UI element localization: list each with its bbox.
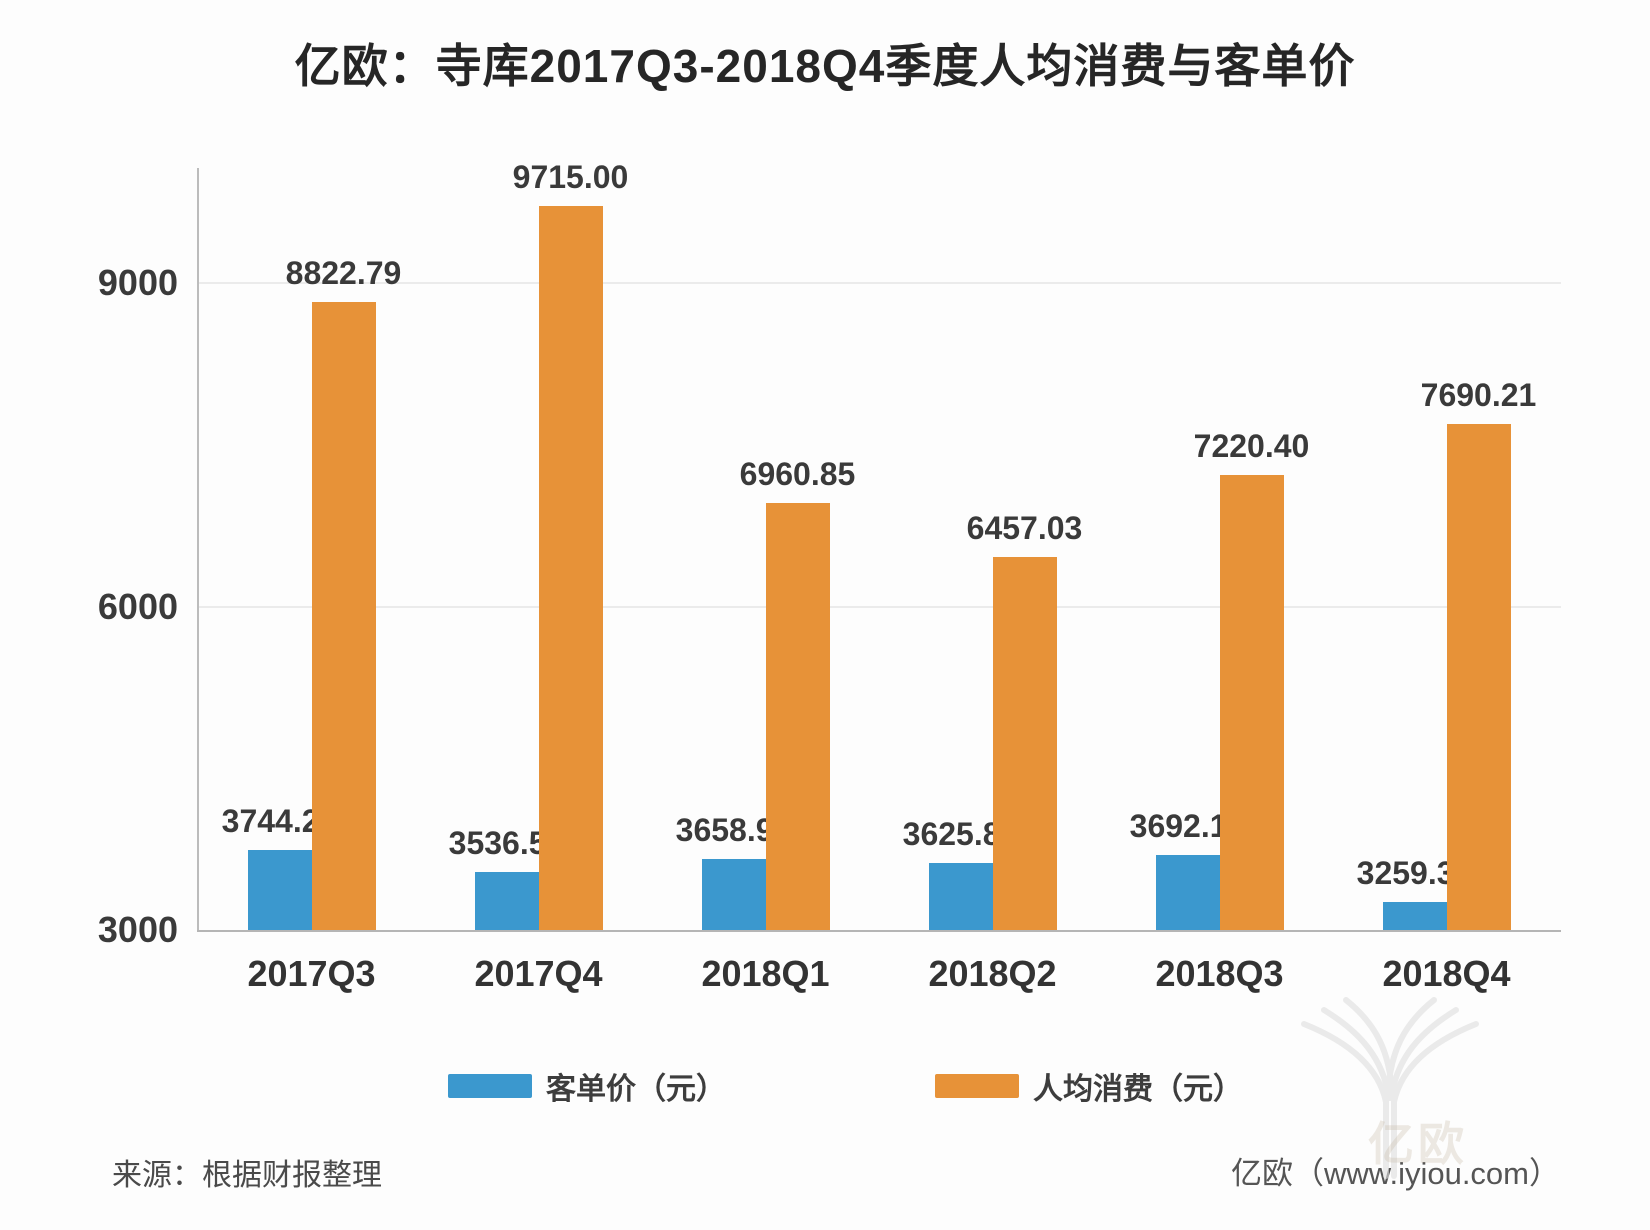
legend-label-order-value: 客单价（元） bbox=[546, 1073, 726, 1106]
x-label-2018Q2: 2018Q2 bbox=[928, 953, 1057, 994]
y-tick-9000: 9000 bbox=[97, 262, 178, 304]
credit-text: 亿欧（www.iyiou.com） bbox=[1231, 1156, 1560, 1191]
bar-order-value-2017Q4 bbox=[474, 872, 539, 930]
bar-consumption-2017Q3 bbox=[311, 302, 376, 930]
legend-swatch-order-value bbox=[448, 1074, 532, 1098]
bar-order-value-2017Q3 bbox=[247, 849, 312, 930]
y-tick-3000: 3000 bbox=[97, 909, 178, 950]
bar-order-value-2018Q3 bbox=[1155, 855, 1220, 930]
label-consumption-2017Q4: 9715.00 bbox=[512, 159, 629, 196]
y-axis-line bbox=[197, 168, 199, 930]
bar-consumption-2018Q2 bbox=[992, 557, 1057, 930]
bar-consumption-2017Q4 bbox=[538, 206, 603, 930]
gridline-9000 bbox=[199, 282, 1561, 285]
label-consumption-2018Q1: 6960.85 bbox=[739, 456, 856, 493]
label-consumption-2018Q2: 6457.03 bbox=[966, 510, 1083, 547]
label-consumption-2017Q3: 8822.79 bbox=[285, 255, 402, 292]
legend-item-consumption: 人均消费（元） bbox=[935, 1064, 1243, 1108]
gridline-6000 bbox=[199, 605, 1561, 608]
x-label-2017Q4: 2017Q4 bbox=[474, 953, 603, 994]
bar-consumption-2018Q4 bbox=[1446, 424, 1511, 930]
x-label-2018Q4: 2018Q4 bbox=[1382, 953, 1511, 994]
x-label-2018Q1: 2018Q1 bbox=[701, 953, 830, 994]
x-label-2017Q3: 2017Q3 bbox=[247, 953, 376, 994]
chart-title: 亿欧：寺库2017Q3-2018Q4季度人均消费与客单价 bbox=[294, 40, 1356, 92]
source-note: 来源：根据财报整理 bbox=[112, 1159, 382, 1192]
legend-swatch-consumption bbox=[935, 1074, 1019, 1098]
x-label-2018Q3: 2018Q3 bbox=[1155, 953, 1284, 994]
label-consumption-2018Q4: 7690.21 bbox=[1420, 377, 1537, 414]
y-tick-6000: 6000 bbox=[97, 585, 178, 627]
bar-consumption-2018Q3 bbox=[1219, 475, 1284, 930]
bar-order-value-2018Q2 bbox=[928, 862, 993, 930]
bar-order-value-2018Q1 bbox=[701, 858, 766, 930]
legend-item-order-value: 客单价（元） bbox=[448, 1064, 726, 1108]
bar-order-value-2018Q4 bbox=[1382, 902, 1447, 930]
x-axis-baseline bbox=[197, 930, 1561, 932]
bar-consumption-2018Q1 bbox=[765, 503, 830, 930]
legend-label-consumption: 人均消费（元） bbox=[1033, 1073, 1243, 1106]
label-consumption-2018Q3: 7220.40 bbox=[1193, 428, 1310, 465]
